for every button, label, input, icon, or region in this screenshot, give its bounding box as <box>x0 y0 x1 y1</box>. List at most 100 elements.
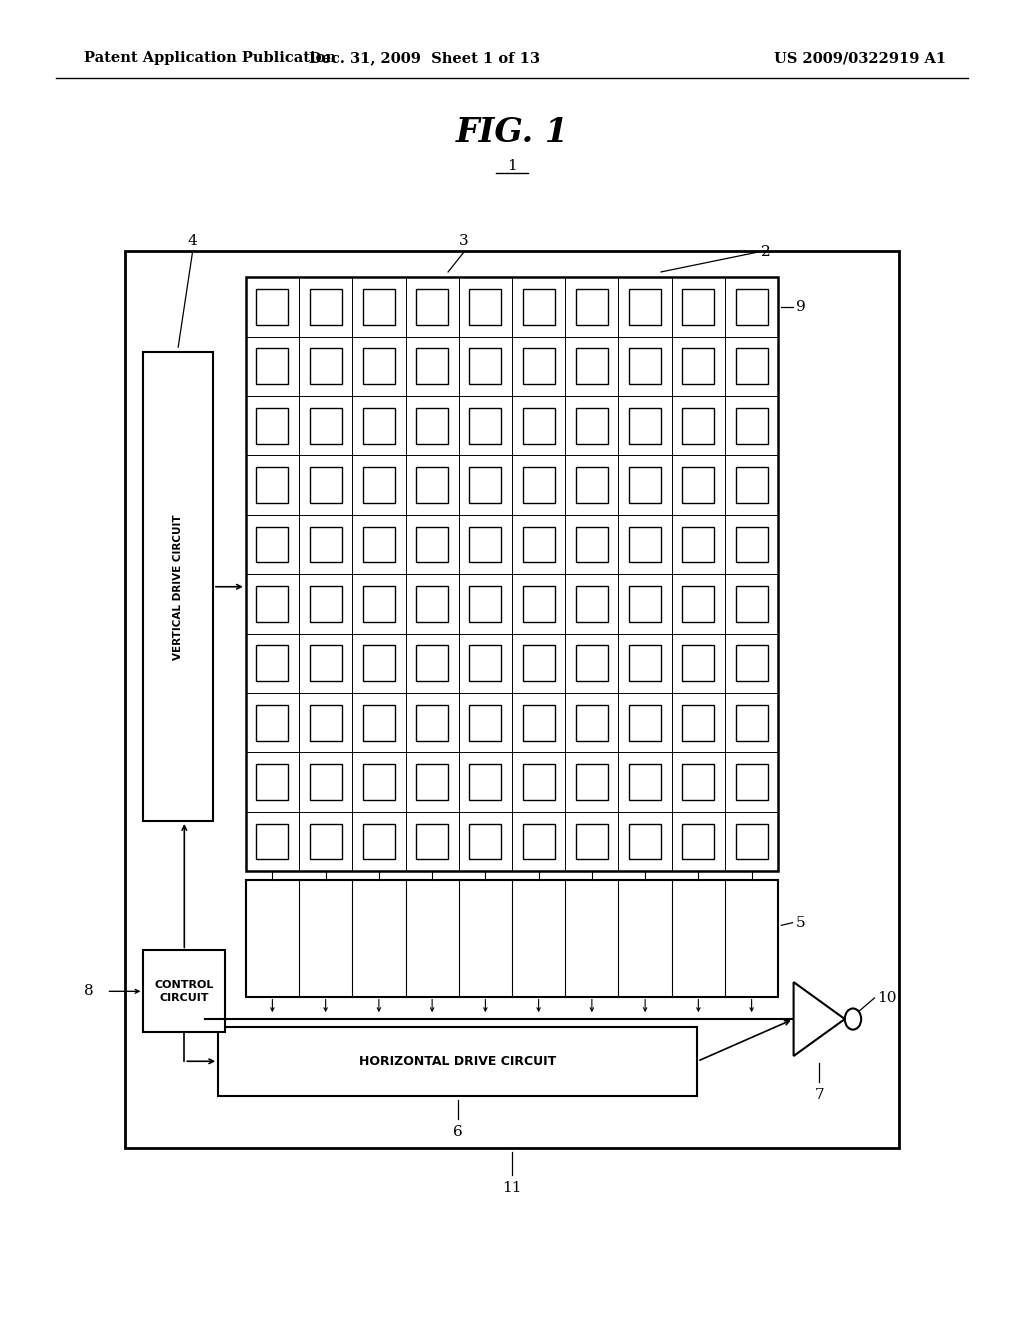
Bar <box>309 764 342 800</box>
Bar <box>125 251 899 1148</box>
Bar <box>735 645 768 681</box>
Bar <box>522 289 555 325</box>
Bar <box>629 527 662 562</box>
Bar <box>416 408 449 444</box>
Bar <box>362 527 395 562</box>
Polygon shape <box>794 982 845 1056</box>
Bar <box>682 467 715 503</box>
Bar <box>682 645 715 681</box>
Text: 4: 4 <box>187 234 198 248</box>
Bar <box>629 705 662 741</box>
Bar <box>469 408 502 444</box>
Bar <box>309 408 342 444</box>
Bar <box>416 824 449 859</box>
Bar <box>575 527 608 562</box>
Bar <box>629 764 662 800</box>
Bar <box>362 764 395 800</box>
Bar <box>575 467 608 503</box>
Bar <box>309 705 342 741</box>
Bar <box>575 408 608 444</box>
Bar <box>256 408 289 444</box>
Bar <box>309 467 342 503</box>
Bar <box>735 467 768 503</box>
Text: 1: 1 <box>507 160 517 173</box>
Bar <box>735 527 768 562</box>
Bar <box>256 348 289 384</box>
Text: VERTICAL DRIVE CIRCUIT: VERTICAL DRIVE CIRCUIT <box>173 513 183 660</box>
Text: 5: 5 <box>796 916 805 929</box>
Bar <box>629 467 662 503</box>
Bar <box>682 586 715 622</box>
Bar <box>309 527 342 562</box>
Bar <box>469 645 502 681</box>
Bar <box>629 408 662 444</box>
Bar <box>362 705 395 741</box>
Bar <box>735 408 768 444</box>
Bar <box>682 289 715 325</box>
Text: 10: 10 <box>878 991 897 1005</box>
Bar <box>735 824 768 859</box>
Bar <box>362 824 395 859</box>
Bar <box>362 289 395 325</box>
Bar <box>522 705 555 741</box>
Bar <box>256 645 289 681</box>
Bar <box>256 705 289 741</box>
Bar <box>469 527 502 562</box>
Bar <box>416 527 449 562</box>
Bar <box>309 824 342 859</box>
Bar <box>143 352 213 821</box>
Bar <box>246 277 778 871</box>
Bar <box>682 764 715 800</box>
Bar <box>362 586 395 622</box>
Bar <box>735 764 768 800</box>
Bar <box>416 289 449 325</box>
Bar <box>629 289 662 325</box>
Bar <box>143 950 225 1032</box>
Bar <box>416 645 449 681</box>
Bar <box>256 586 289 622</box>
Bar <box>416 467 449 503</box>
Bar <box>309 586 342 622</box>
Bar <box>256 824 289 859</box>
Bar <box>575 705 608 741</box>
Text: 11: 11 <box>502 1181 522 1196</box>
Circle shape <box>845 1008 861 1030</box>
Bar <box>575 764 608 800</box>
Bar <box>309 289 342 325</box>
Bar <box>246 880 778 997</box>
Bar <box>522 527 555 562</box>
Bar <box>522 645 555 681</box>
Bar <box>469 289 502 325</box>
Text: 6: 6 <box>453 1125 463 1139</box>
Bar <box>469 705 502 741</box>
Bar <box>256 467 289 503</box>
Bar <box>682 348 715 384</box>
Bar <box>735 348 768 384</box>
Bar <box>682 408 715 444</box>
Bar <box>735 289 768 325</box>
Bar <box>629 586 662 622</box>
Bar <box>629 348 662 384</box>
Bar <box>469 467 502 503</box>
Bar <box>416 705 449 741</box>
Bar <box>522 408 555 444</box>
Bar <box>682 705 715 741</box>
Bar <box>416 764 449 800</box>
Bar <box>218 1027 697 1096</box>
Bar <box>362 645 395 681</box>
Text: CONTROL
CIRCUIT: CONTROL CIRCUIT <box>155 981 214 1002</box>
Bar <box>522 348 555 384</box>
Bar <box>522 467 555 503</box>
Bar <box>416 348 449 384</box>
Text: HORIZONTAL DRIVE CIRCUIT: HORIZONTAL DRIVE CIRCUIT <box>359 1055 556 1068</box>
Bar <box>682 824 715 859</box>
Bar <box>575 586 608 622</box>
Bar <box>629 645 662 681</box>
Bar <box>522 586 555 622</box>
Bar <box>256 764 289 800</box>
Bar <box>575 824 608 859</box>
Bar <box>309 348 342 384</box>
Bar <box>575 645 608 681</box>
Text: 2: 2 <box>761 246 771 259</box>
Text: 8: 8 <box>84 985 93 998</box>
